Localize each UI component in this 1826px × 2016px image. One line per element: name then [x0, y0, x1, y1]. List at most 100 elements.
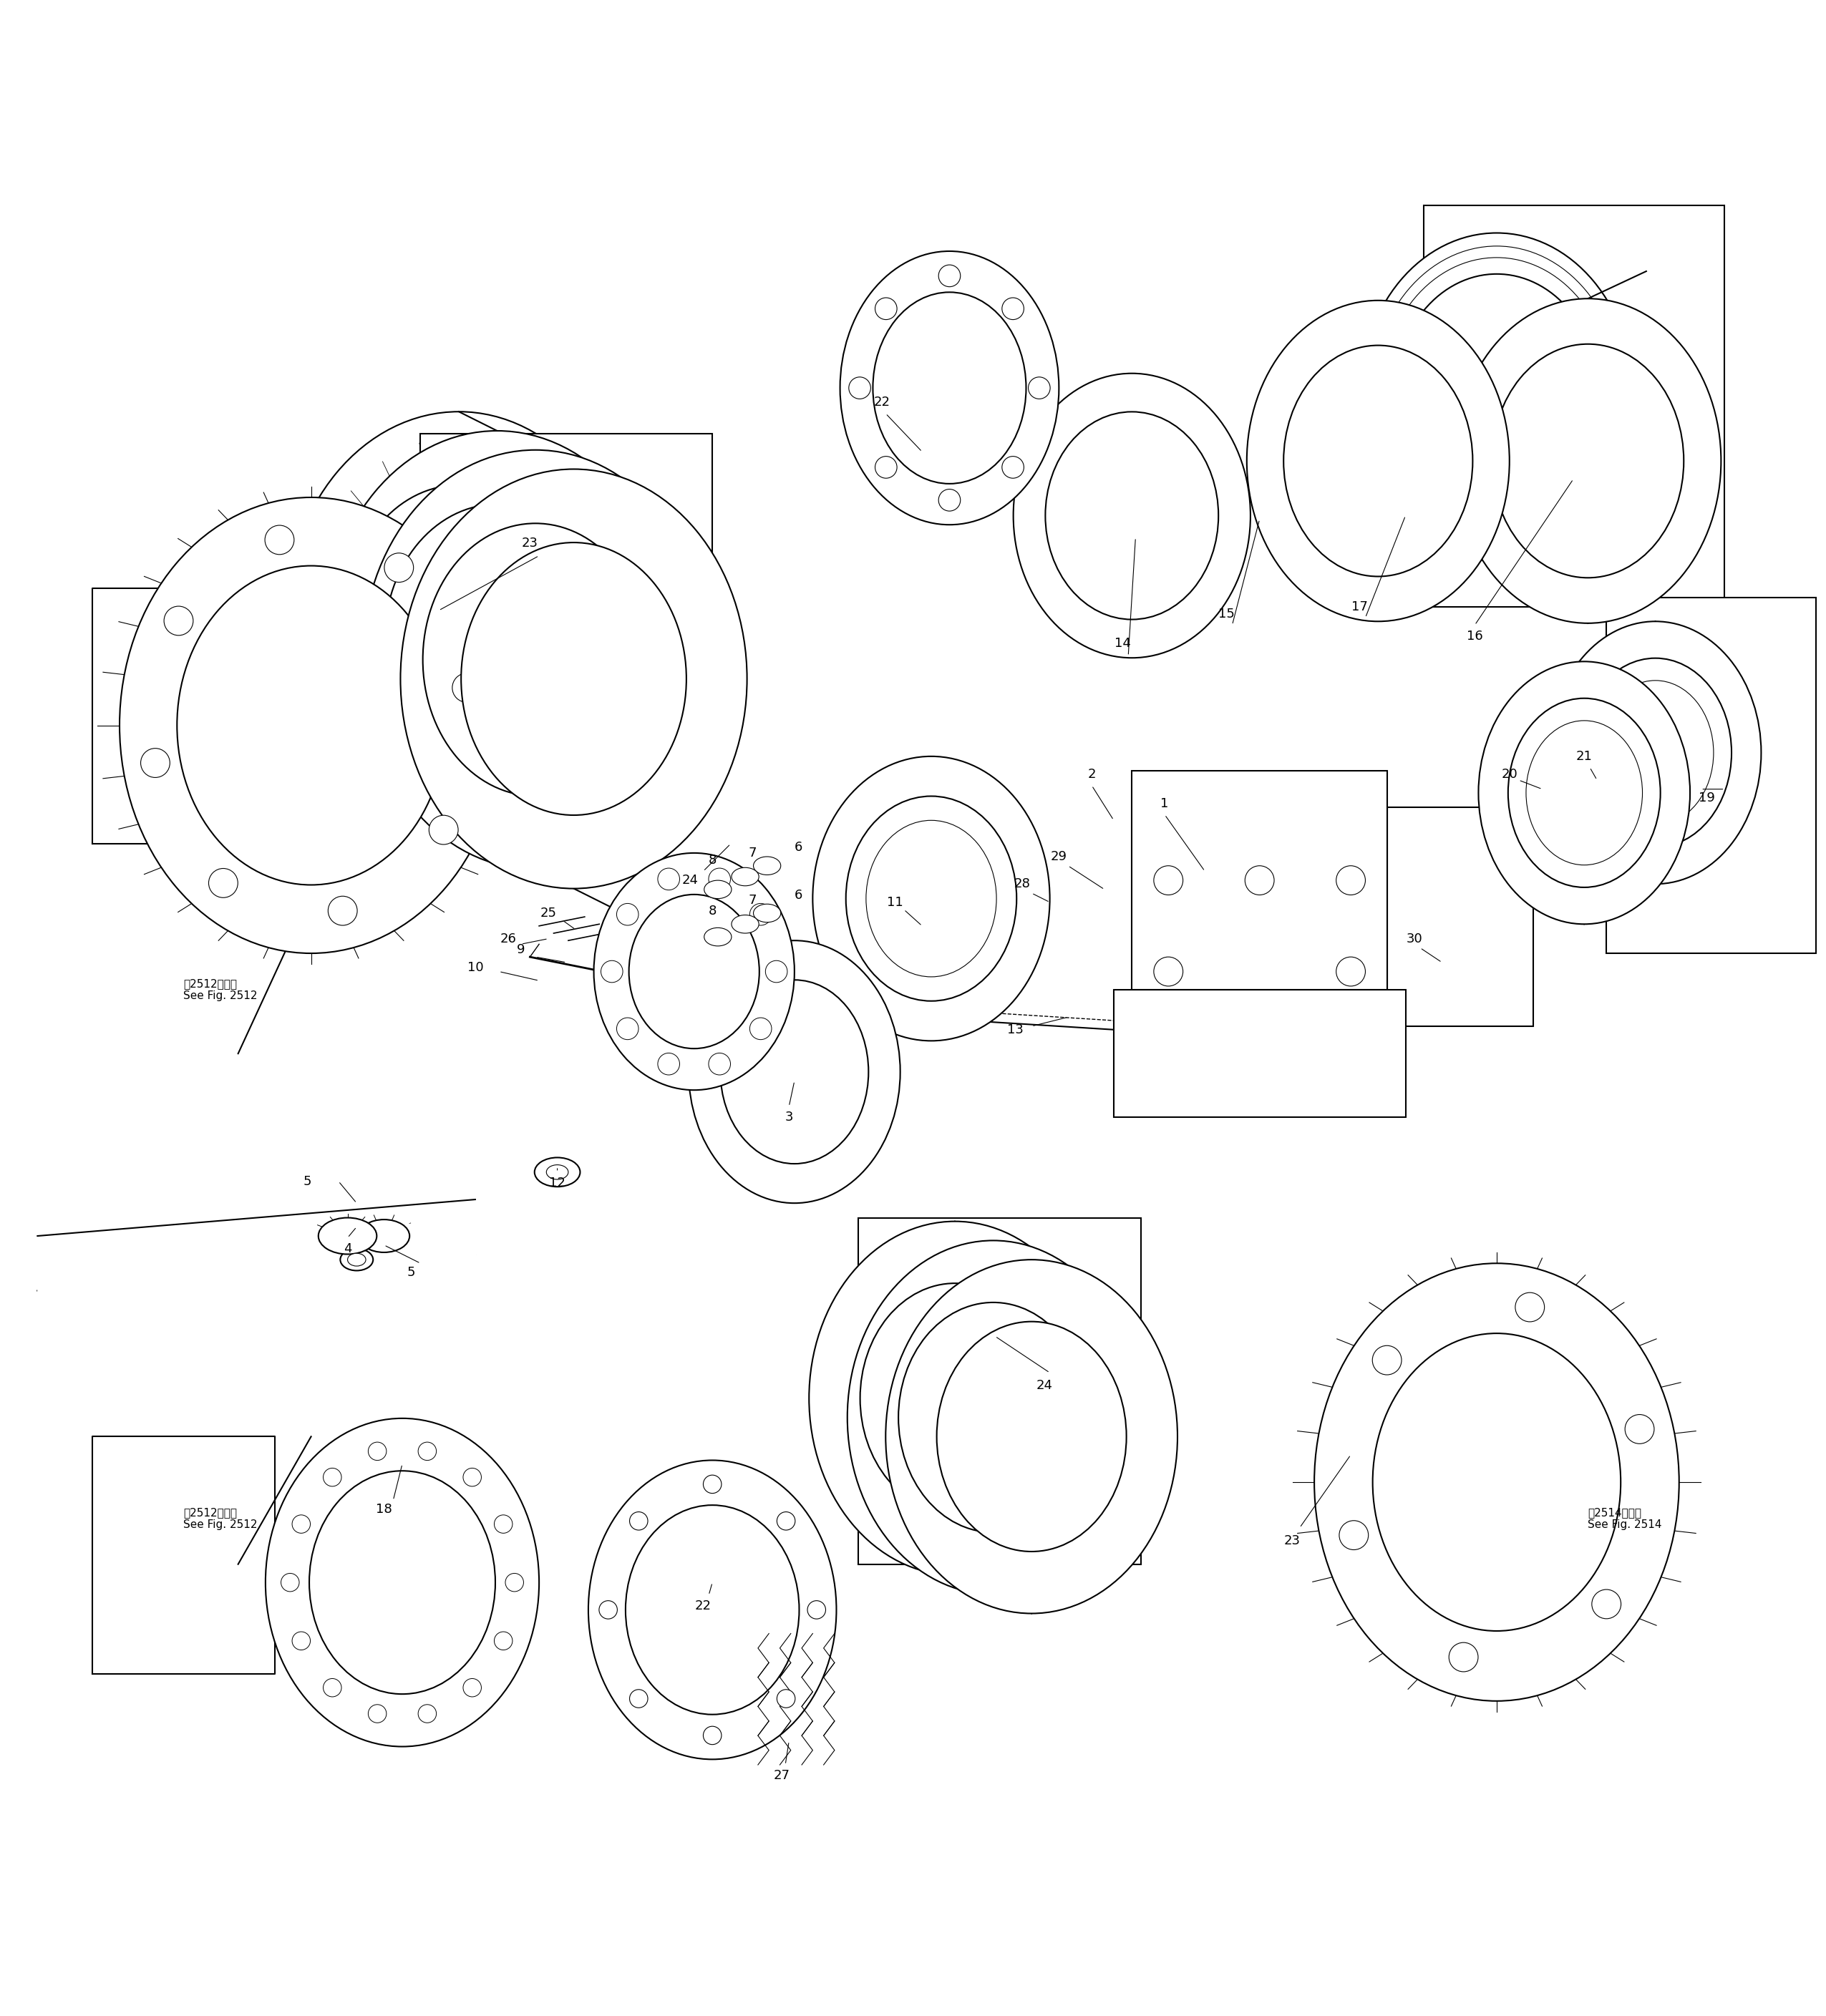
Circle shape	[281, 1572, 299, 1591]
Circle shape	[369, 1441, 387, 1460]
Text: 6: 6	[794, 841, 802, 855]
Ellipse shape	[323, 431, 670, 851]
Text: 12: 12	[550, 1177, 566, 1189]
Ellipse shape	[400, 470, 747, 889]
FancyBboxPatch shape	[1607, 597, 1815, 954]
Circle shape	[1625, 1415, 1654, 1443]
Text: 30: 30	[1406, 931, 1422, 946]
Circle shape	[464, 1679, 482, 1697]
Ellipse shape	[688, 941, 900, 1204]
Text: 20: 20	[1501, 768, 1517, 780]
Circle shape	[875, 298, 897, 321]
Ellipse shape	[1284, 345, 1474, 577]
Text: 1: 1	[1161, 796, 1169, 810]
Text: 8: 8	[708, 855, 716, 867]
Circle shape	[1337, 958, 1366, 986]
Ellipse shape	[1315, 1264, 1680, 1702]
Circle shape	[1028, 377, 1050, 399]
Text: 27: 27	[774, 1770, 791, 1782]
Ellipse shape	[265, 1419, 539, 1746]
Circle shape	[657, 869, 679, 889]
Text: 4: 4	[343, 1242, 352, 1256]
Ellipse shape	[1479, 661, 1691, 923]
Circle shape	[617, 1018, 639, 1040]
Ellipse shape	[546, 1165, 568, 1179]
Circle shape	[1245, 865, 1275, 895]
Circle shape	[1338, 1520, 1368, 1550]
Circle shape	[495, 1631, 513, 1649]
Circle shape	[453, 673, 482, 702]
Text: 22: 22	[875, 395, 891, 409]
Circle shape	[703, 1476, 721, 1494]
Circle shape	[506, 1572, 524, 1591]
Circle shape	[329, 897, 358, 925]
Text: 9: 9	[517, 943, 524, 956]
Circle shape	[601, 960, 623, 982]
Text: 14: 14	[1114, 637, 1130, 649]
Circle shape	[750, 903, 772, 925]
Ellipse shape	[1508, 698, 1660, 887]
Circle shape	[1373, 1345, 1402, 1375]
Ellipse shape	[1579, 657, 1731, 847]
Text: 10: 10	[467, 962, 484, 974]
Text: 11: 11	[887, 895, 902, 909]
Ellipse shape	[318, 1218, 376, 1254]
Circle shape	[323, 1468, 341, 1486]
Text: 第2512図参照
See Fig. 2512: 第2512図参照 See Fig. 2512	[183, 978, 257, 1002]
Ellipse shape	[1360, 234, 1634, 560]
FancyBboxPatch shape	[1114, 990, 1406, 1117]
Ellipse shape	[732, 867, 760, 885]
Text: 7: 7	[749, 847, 756, 859]
Text: 6: 6	[794, 889, 802, 901]
Ellipse shape	[362, 450, 708, 869]
Circle shape	[630, 1689, 648, 1708]
Circle shape	[1448, 1643, 1477, 1671]
Text: 13: 13	[1006, 1024, 1023, 1036]
Ellipse shape	[535, 1157, 581, 1187]
Circle shape	[495, 1514, 513, 1534]
Circle shape	[383, 552, 413, 583]
Ellipse shape	[285, 411, 632, 831]
Ellipse shape	[588, 1460, 836, 1760]
FancyBboxPatch shape	[420, 433, 712, 788]
Text: 18: 18	[376, 1504, 393, 1516]
Ellipse shape	[705, 927, 732, 946]
FancyBboxPatch shape	[858, 1218, 1141, 1564]
Circle shape	[617, 903, 639, 925]
Text: 2: 2	[1088, 768, 1096, 780]
Circle shape	[708, 1052, 730, 1075]
Circle shape	[776, 1689, 794, 1708]
Circle shape	[939, 490, 960, 510]
Text: 29: 29	[1050, 851, 1066, 863]
Text: 22: 22	[696, 1601, 712, 1613]
Circle shape	[1002, 456, 1024, 478]
Text: 17: 17	[1351, 601, 1368, 613]
Circle shape	[369, 1706, 387, 1724]
Ellipse shape	[358, 1220, 409, 1252]
Ellipse shape	[385, 504, 610, 776]
Text: 15: 15	[1218, 607, 1234, 621]
Text: 24: 24	[1035, 1379, 1052, 1391]
FancyBboxPatch shape	[1132, 770, 1388, 990]
Ellipse shape	[721, 980, 869, 1163]
Ellipse shape	[177, 566, 446, 885]
Circle shape	[1337, 865, 1366, 895]
Ellipse shape	[732, 915, 760, 933]
Ellipse shape	[754, 903, 782, 921]
Ellipse shape	[813, 756, 1050, 1040]
Circle shape	[1154, 958, 1183, 986]
Text: 19: 19	[1698, 792, 1715, 804]
Ellipse shape	[119, 498, 502, 954]
Ellipse shape	[626, 1506, 800, 1714]
Ellipse shape	[886, 1260, 1178, 1613]
Text: 8: 8	[708, 905, 716, 917]
Circle shape	[750, 1018, 772, 1040]
Text: 26: 26	[500, 931, 517, 946]
Text: 第2512図参照
See Fig. 2512: 第2512図参照 See Fig. 2512	[183, 1508, 257, 1530]
Circle shape	[292, 1631, 310, 1649]
Ellipse shape	[1550, 621, 1760, 883]
Circle shape	[1516, 1292, 1545, 1322]
Ellipse shape	[847, 1240, 1139, 1595]
Ellipse shape	[1373, 1333, 1621, 1631]
Ellipse shape	[347, 1254, 365, 1266]
